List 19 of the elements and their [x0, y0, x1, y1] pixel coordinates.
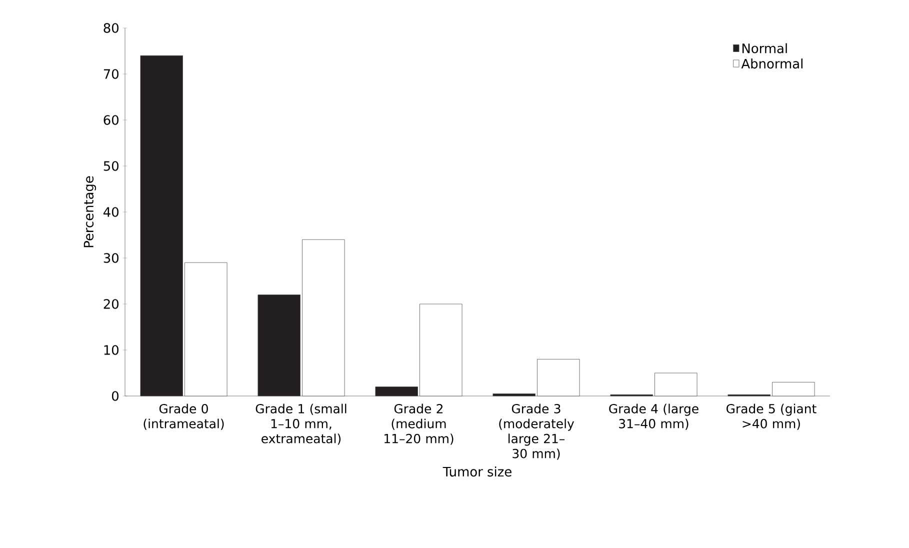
- y-tick-label: 30: [104, 253, 118, 263]
- x-tick-label: Grade 0 (intrameatal): [144, 404, 224, 430]
- y-tick-label: 20: [104, 299, 118, 309]
- y-axis-title: Percentage: [84, 176, 96, 248]
- x-tick-label: Grade 3 (moderately large 21–30 mm): [499, 404, 574, 460]
- y-tick-label: 70: [104, 69, 118, 79]
- x-axis-title: Tumor size: [442, 466, 512, 477]
- legend-label: Normal: [742, 43, 787, 54]
- y-tick-label: 10: [104, 345, 118, 355]
- y-tick-label: 80: [104, 23, 118, 33]
- y-tick-label: 60: [104, 115, 118, 125]
- x-tick-label: Grade 1 (small 1–10 mm, extrameatal): [256, 404, 346, 445]
- y-tick-label: 0: [112, 391, 118, 401]
- x-tick-label: Grade 5 (giant >40 mm): [726, 404, 816, 430]
- y-tick-label: 50: [104, 161, 118, 171]
- x-tick-label: Grade 2 (medium 11–20 mm): [384, 404, 454, 445]
- legend-label: Abnormal: [741, 58, 802, 69]
- x-tick-label: Grade 4 (large 31–40 mm): [609, 404, 698, 430]
- y-tick-label: 40: [104, 207, 118, 217]
